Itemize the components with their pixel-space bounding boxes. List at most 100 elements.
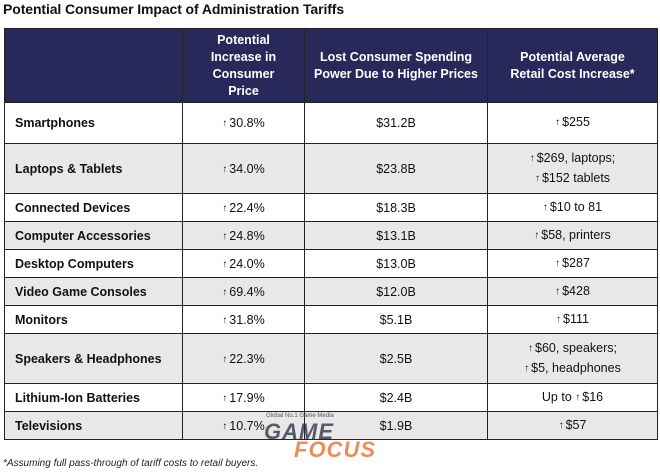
retail-cost-line: ↑ $60, speakers;: [488, 339, 657, 359]
price-increase-value: 31.8%: [229, 312, 265, 327]
row-category: Laptops & Tablets: [4, 143, 183, 194]
retail-cost-value: $10 to 81: [549, 199, 603, 214]
row-category: Lithium-Ion Batteries: [4, 383, 183, 412]
retail-cost-value: $255: [562, 115, 590, 129]
price-increase-value: 30.8%: [229, 116, 265, 130]
table-row: Speakers & Headphones ↑ 22.3% $2.5B ↑ $60, sp…: [4, 333, 658, 384]
table-row: Desktop Computers ↑ 24.0% $13.0B ↑ $287: [4, 249, 658, 278]
row-price-increase: ↑ 10.7%: [182, 411, 305, 440]
retail-cost-line: ↑ $255: [488, 113, 657, 133]
row-lost-spending: $31.2B: [304, 102, 488, 144]
up-arrow-icon: ↑: [555, 117, 561, 128]
up-arrow-icon: ↑: [222, 286, 228, 298]
retail-cost-line: ↑ $5, headphones: [488, 359, 657, 379]
row-lost-spending: $18.3B: [304, 193, 488, 222]
retail-cost-value: $5, headphones: [531, 360, 621, 375]
row-category: Speakers & Headphones: [4, 333, 183, 384]
up-arrow-icon: ↑: [529, 152, 535, 164]
price-increase-value: 34.0%: [229, 161, 265, 176]
table-row: Televisions ↑ 10.7% $1.9B ↑ $57: [4, 411, 658, 440]
up-arrow-icon: ↑: [524, 362, 530, 374]
row-category: Smartphones: [4, 102, 183, 144]
price-increase-value: 17.9%: [229, 390, 265, 405]
retail-cost-value: $58, printers: [541, 227, 611, 242]
row-lost-spending: $2.4B: [304, 383, 488, 412]
row-category: Computer Accessories: [4, 221, 183, 250]
up-arrow-icon: ↑: [222, 392, 228, 404]
up-arrow-icon: ↑: [222, 118, 228, 129]
up-arrow-icon: ↑: [222, 353, 228, 365]
retail-cost-value: $428: [562, 283, 590, 298]
retail-cost-line: ↑ $152 tablets: [488, 169, 657, 189]
price-increase-value: 22.3%: [229, 351, 265, 366]
row-price-increase: ↑ 22.4%: [182, 193, 305, 222]
up-arrow-icon: ↑: [555, 285, 561, 297]
retail-cost-value: $269, laptops;: [536, 150, 616, 165]
price-increase-value: 24.0%: [229, 256, 265, 271]
up-arrow-icon: ↑: [575, 391, 581, 403]
retail-cost-line: Up to ↑ $16: [488, 388, 657, 408]
header-retail-cost: Potential Average Retail Cost Increase*: [487, 28, 658, 103]
row-retail-cost: ↑ $10 to 81: [487, 193, 658, 222]
row-retail-cost: ↑ $428: [487, 277, 658, 306]
table-row: Lithium-Ion Batteries ↑ 17.9% $2.4B Up to ↑ $…: [4, 383, 658, 412]
retail-cost-value: $152 tablets: [541, 170, 611, 185]
up-arrow-icon: ↑: [534, 172, 540, 184]
table-row: Monitors ↑ 31.8% $5.1B ↑ $111: [4, 305, 658, 334]
row-price-increase: ↑ 24.8%: [182, 221, 305, 250]
retail-cost-line: ↑ $10 to 81: [488, 198, 657, 218]
row-lost-spending: $13.1B: [304, 221, 488, 250]
row-price-increase: ↑ 24.0%: [182, 249, 305, 278]
retail-cost-value: $60, speakers;: [535, 340, 617, 355]
row-lost-spending: $5.1B: [304, 305, 488, 334]
up-arrow-icon: ↑: [222, 230, 228, 242]
row-lost-spending: $23.8B: [304, 143, 488, 194]
row-category: Monitors: [4, 305, 183, 334]
retail-cost-value: $111: [563, 311, 589, 326]
up-arrow-icon: ↑: [542, 201, 548, 213]
watermark-line2: FOCUS: [294, 437, 376, 462]
tariff-table: Potential Increase in Consumer Price Los…: [4, 28, 658, 440]
retail-cost-line: ↑ $111: [488, 310, 657, 330]
row-price-increase: ↑ 34.0%: [182, 143, 305, 194]
row-category: Connected Devices: [4, 193, 183, 222]
price-increase-value: 24.8%: [229, 228, 265, 243]
price-increase-value: 69.4%: [229, 284, 265, 299]
row-retail-cost: ↑ $57: [487, 411, 658, 440]
row-retail-cost: Up to ↑ $16: [487, 383, 658, 412]
row-lost-spending: $12.0B: [304, 277, 488, 306]
row-retail-cost: ↑ $60, speakers; ↑ $5, headphones: [487, 333, 658, 384]
header-lost-spending: Lost Consumer Spending Power Due to High…: [304, 28, 488, 103]
table-row: Computer Accessories ↑ 24.8% $13.1B ↑ $58, pr…: [4, 221, 658, 250]
row-retail-cost: ↑ $269, laptops; ↑ $152 tablets: [487, 143, 658, 194]
row-price-increase: ↑ 17.9%: [182, 383, 305, 412]
table-row: Smartphones ↑ 30.8% $31.2B ↑ $255: [4, 102, 658, 144]
up-arrow-icon: ↑: [556, 313, 562, 325]
header-row: Potential Increase in Consumer Price Los…: [4, 28, 658, 103]
row-retail-cost: ↑ $255: [487, 102, 658, 144]
up-arrow-icon: ↑: [555, 257, 561, 269]
retail-cost-line: ↑ $428: [488, 282, 657, 302]
row-category: Desktop Computers: [4, 249, 183, 278]
footnote: *Assuming full pass-through of tariff co…: [3, 458, 259, 469]
retail-cost-value: $16: [582, 389, 604, 404]
up-arrow-icon: ↑: [534, 229, 540, 241]
row-retail-cost: ↑ $111: [487, 305, 658, 334]
row-price-increase: ↑ 22.3%: [182, 333, 305, 384]
row-lost-spending: $1.9B: [304, 411, 488, 440]
page-title: Potential Consumer Impact of Administrat…: [3, 1, 345, 17]
table-row: Laptops & Tablets ↑ 34.0% $23.8B ↑ $269, lapt…: [4, 143, 658, 194]
row-lost-spending: $13.0B: [304, 249, 488, 278]
price-increase-value: 10.7%: [229, 418, 265, 433]
retail-cost-line: ↑ $58, printers: [488, 226, 657, 246]
price-increase-value: 22.4%: [229, 200, 265, 215]
table-row: Connected Devices ↑ 22.4% $18.3B ↑ $10 to 81: [4, 193, 658, 222]
header-price-increase: Potential Increase in Consumer Price: [182, 28, 305, 103]
retail-cost-prefix: Up to: [541, 389, 576, 404]
row-price-increase: ↑ 31.8%: [182, 305, 305, 334]
retail-cost-line: ↑ $269, laptops;: [488, 149, 657, 169]
retail-cost-value: $287: [562, 255, 590, 270]
row-lost-spending: $2.5B: [304, 333, 488, 384]
up-arrow-icon: ↑: [558, 419, 564, 431]
up-arrow-icon: ↑: [222, 163, 228, 175]
